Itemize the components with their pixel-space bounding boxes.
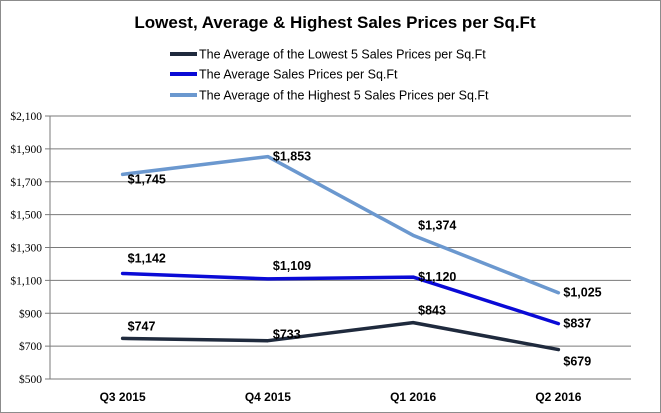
y-tick-label: $1,500: [10, 209, 42, 222]
data-label: $1,109: [273, 259, 311, 273]
data-label: $679: [563, 355, 591, 369]
data-label: $733: [273, 328, 301, 342]
legend-label: The Average Sales Prices per Sq.Ft: [199, 68, 398, 82]
data-label: $837: [563, 317, 591, 331]
x-tick-label: Q4 2015: [245, 390, 291, 404]
series-line: [120, 154, 561, 295]
y-tick-label: $1,100: [10, 274, 42, 287]
data-label: $1,745: [128, 172, 166, 186]
data-label: $843: [418, 304, 446, 318]
x-tick-label: Q3 2015: [100, 390, 146, 404]
chart-title: Lowest, Average & Highest Sales Prices p…: [134, 13, 536, 32]
legend-label: The Average of the Lowest 5 Sales Prices…: [199, 48, 486, 62]
series-line: [120, 320, 561, 352]
y-tick-label: $1,700: [10, 176, 42, 189]
data-label: $1,142: [128, 251, 166, 265]
y-tick-label: $1,300: [10, 242, 42, 255]
y-tick-label: $900: [19, 307, 42, 320]
x-axis: Q3 2015 Q4 2015 Q1 2016 Q2 2016: [100, 390, 582, 404]
series-lines: [120, 154, 561, 352]
legend-label: The Average of the Highest 5 Sales Price…: [199, 89, 489, 103]
x-tick-label: Q2 2016: [535, 390, 581, 404]
data-labels: $747 $733 $843 $679 $1,142 $1,109 $1,120 $837 $1…: [128, 150, 602, 369]
x-tick-label: Q1 2016: [390, 390, 436, 404]
y-tick-label: $1,900: [10, 143, 42, 156]
data-label: $747: [128, 319, 156, 333]
y-axis: $500 $700 $900 $1,100 $1,300 $1,500 $1,700 $1,9…: [10, 110, 51, 386]
data-label: $1,120: [418, 270, 456, 284]
data-label: $1,025: [563, 286, 601, 300]
data-label: $1,374: [418, 218, 456, 232]
legend: The Average of the Lowest 5 Sales Prices…: [170, 48, 489, 103]
y-tick-label: $2,100: [10, 110, 42, 123]
y-tick-label: $500: [19, 373, 42, 386]
series-line: [120, 271, 561, 326]
data-label: $1,853: [273, 150, 311, 164]
y-tick-label: $700: [19, 340, 42, 353]
